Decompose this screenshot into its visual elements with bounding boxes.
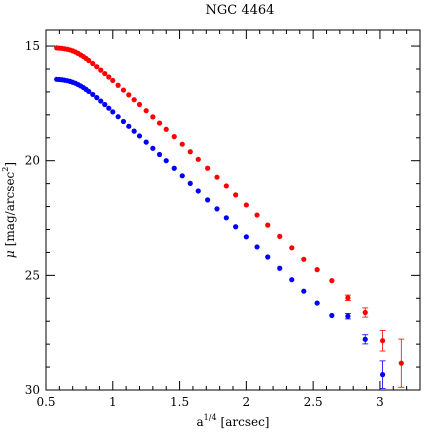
- data-point: [254, 244, 260, 250]
- data-point: [243, 234, 249, 240]
- data-point: [143, 139, 149, 145]
- x-tick-label: 3: [376, 395, 384, 409]
- data-point: [90, 91, 96, 98]
- data-point: [243, 202, 249, 208]
- axis-tick-labels: 0.5 1 1.5 2 2.5 3 15 20 25 30: [25, 39, 384, 409]
- y-tick-label: 25: [25, 268, 40, 282]
- data-point: [187, 180, 193, 187]
- x-axis-label: a1/4 [arcsec]: [197, 413, 270, 429]
- data-point: [265, 222, 271, 228]
- data-point: [254, 212, 260, 218]
- data-point: [179, 173, 185, 179]
- data-point: [314, 267, 320, 273]
- data-point: [86, 57, 92, 64]
- data-point: [156, 120, 163, 126]
- data-point: [102, 101, 108, 108]
- y-axis-label-symbol: μ: [3, 250, 17, 258]
- x-axis-label-unit: [arcsec]: [221, 415, 270, 429]
- data-point: [150, 114, 156, 120]
- data-point: [214, 206, 220, 212]
- y-axis-label: μ [mag/arcsec2]: [1, 162, 17, 258]
- data-point: [86, 88, 92, 95]
- axis-ticks: [45, 30, 420, 391]
- data-point: [205, 197, 211, 203]
- data-point: [106, 74, 112, 80]
- data-point: [345, 295, 351, 301]
- data-point: [126, 92, 132, 98]
- data-point: [90, 60, 96, 67]
- data-point: [277, 265, 283, 271]
- y-axis-label-sup: 2: [1, 167, 10, 172]
- x-axis-label-var: a: [197, 415, 204, 429]
- data-point: [223, 183, 229, 189]
- data-point: [195, 156, 201, 162]
- data-point: [156, 151, 163, 158]
- data-point: [233, 192, 239, 198]
- data-point: [398, 360, 404, 366]
- error-bars: [344, 294, 405, 389]
- data-point: [179, 141, 185, 147]
- data-point: [301, 256, 307, 262]
- data-point: [136, 133, 143, 139]
- y-tick-label: 20: [25, 154, 40, 168]
- data-point: [126, 123, 132, 129]
- data-point: [301, 288, 307, 294]
- data-point: [102, 70, 108, 77]
- data-point: [98, 98, 104, 104]
- data-points: [54, 45, 404, 378]
- data-point: [265, 254, 271, 260]
- x-tick-label: 2: [243, 395, 251, 409]
- data-point: [131, 97, 137, 103]
- data-point: [380, 372, 386, 378]
- data-point: [277, 233, 283, 239]
- data-point: [115, 82, 121, 88]
- data-point: [233, 224, 239, 230]
- data-point: [110, 77, 116, 84]
- data-point: [223, 215, 229, 221]
- data-point: [131, 128, 137, 134]
- data-point: [289, 277, 295, 283]
- plot-frame: [45, 29, 421, 391]
- data-point: [136, 101, 143, 108]
- y-tick-label: 15: [25, 39, 40, 53]
- data-point: [94, 64, 100, 70]
- data-point: [110, 109, 116, 115]
- data-point: [214, 174, 220, 180]
- data-point: [205, 165, 211, 171]
- data-point: [120, 118, 127, 125]
- data-point: [94, 95, 100, 101]
- data-point: [171, 134, 177, 140]
- data-point: [115, 114, 121, 120]
- x-tick-label: 1.5: [170, 395, 189, 409]
- data-point: [163, 158, 169, 164]
- data-point: [362, 336, 368, 342]
- data-point: [329, 278, 335, 284]
- data-point: [150, 145, 156, 151]
- data-point: [106, 105, 112, 111]
- x-tick-label: 2.5: [304, 395, 323, 409]
- x-axis-label-sup: 1/4: [204, 413, 217, 422]
- y-tick-label: 30: [25, 383, 40, 397]
- x-tick-label: 0.5: [36, 395, 55, 409]
- data-point: [195, 188, 201, 194]
- data-point: [289, 245, 295, 251]
- data-point: [143, 108, 149, 114]
- data-point: [329, 312, 335, 319]
- data-point: [380, 338, 386, 344]
- data-point: [187, 149, 193, 155]
- data-point: [120, 87, 127, 93]
- data-point: [345, 313, 351, 319]
- chart-title: NGC 4464: [206, 3, 275, 18]
- data-point: [314, 300, 320, 306]
- data-point: [98, 67, 104, 73]
- data-point: [362, 309, 368, 316]
- y-axis-label-unit: [mag/arcsec: [3, 171, 17, 246]
- y-axis-label-close: ]: [3, 162, 17, 167]
- data-point: [163, 126, 169, 132]
- data-point: [171, 165, 177, 171]
- x-tick-label: 1: [109, 395, 117, 409]
